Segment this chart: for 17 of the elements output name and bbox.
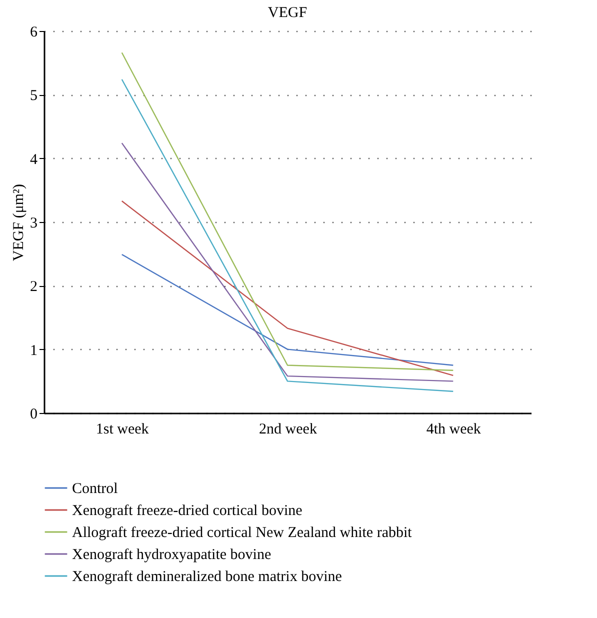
y-tick-label: 0 <box>30 406 38 422</box>
legend-label: Xenograft hydroxyapatite bovine <box>72 547 272 563</box>
y-tick-label: 1 <box>30 342 38 359</box>
legend-label: Control <box>72 481 118 497</box>
y-tick-label: 5 <box>30 88 38 104</box>
y-tick-label: 2 <box>30 279 38 296</box>
y-tick-label: 4 <box>30 152 38 168</box>
x-tick-label: 4th week <box>426 422 482 438</box>
y-tick-label: 3 <box>30 216 38 232</box>
legend-label: Xenograft freeze-dried cortical bovine <box>72 503 303 519</box>
legend-label: Allograft freeze-dried cortical New Zealand white rabbit <box>72 525 413 541</box>
y-tick-label: 6 <box>30 24 38 40</box>
y-axis-title: VEGF (μm²) <box>11 184 27 262</box>
legend-label: Xenograft demineralized bone matrix bovine <box>72 569 342 585</box>
chart-title: VEGF <box>268 5 308 21</box>
x-tick-label: 2nd week <box>259 422 318 438</box>
x-tick-label: 1st week <box>96 422 150 438</box>
